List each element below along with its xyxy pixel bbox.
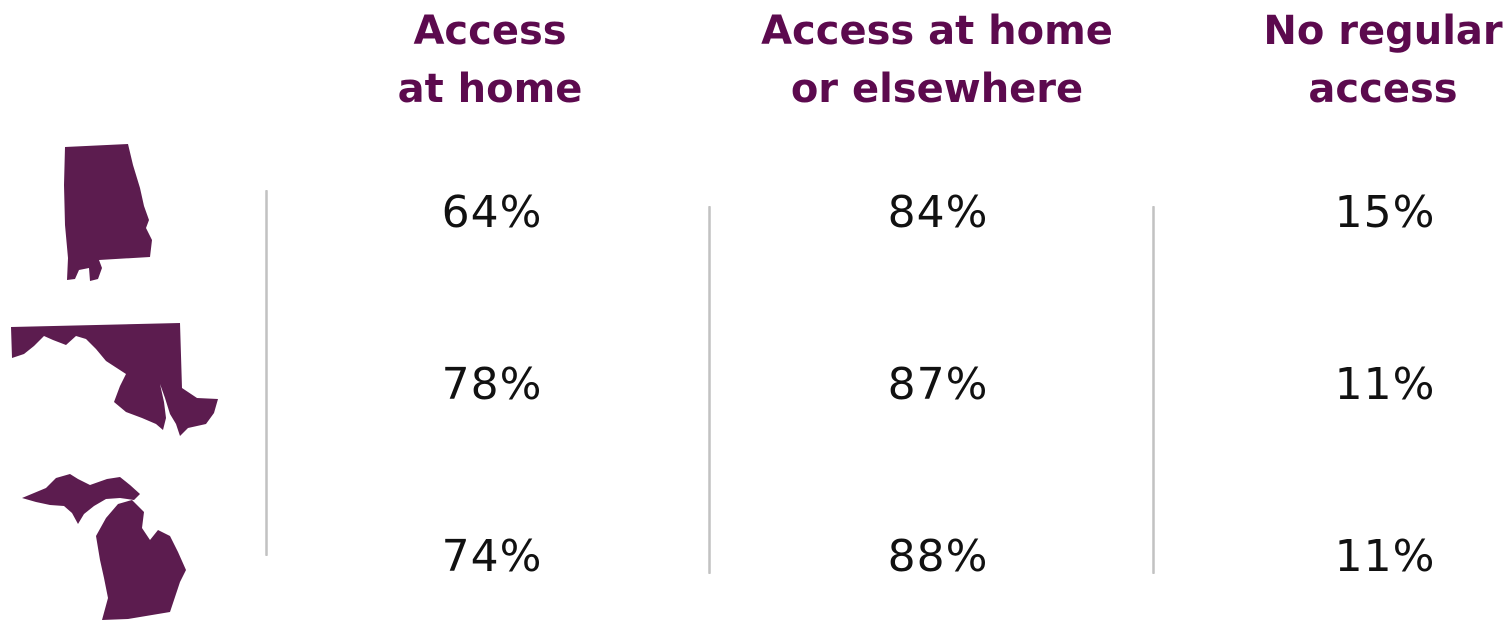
- column-divider: [708, 206, 711, 574]
- header-line: Access: [413, 8, 567, 54]
- header-access-home-or-elsewhere: Access at home or elsewhere: [740, 2, 1134, 118]
- alabama-state-icon: [64, 144, 152, 281]
- header-line: at home: [397, 66, 583, 112]
- michigan-state-icon: [22, 474, 186, 620]
- header-access-at-home: Access at home: [370, 2, 610, 118]
- value-no-regular-access: 11%: [1334, 359, 1436, 410]
- maryland-state-icon: [11, 323, 218, 436]
- value-no-regular-access: 11%: [1334, 531, 1436, 582]
- value-home-or-elsewhere: 84%: [887, 187, 989, 238]
- value-at-home: 78%: [441, 359, 543, 410]
- value-home-or-elsewhere: 88%: [887, 531, 989, 582]
- header-no-regular-access: No regular access: [1252, 2, 1503, 118]
- header-line: No regular: [1263, 8, 1503, 54]
- column-divider: [265, 190, 268, 556]
- value-home-or-elsewhere: 87%: [887, 359, 989, 410]
- header-line: or elsewhere: [790, 66, 1084, 112]
- value-at-home: 64%: [441, 187, 543, 238]
- header-line: access: [1308, 66, 1458, 112]
- header-line: Access at home: [761, 8, 1113, 54]
- value-no-regular-access: 15%: [1334, 187, 1436, 238]
- column-divider: [1152, 206, 1155, 574]
- value-at-home: 74%: [441, 531, 543, 582]
